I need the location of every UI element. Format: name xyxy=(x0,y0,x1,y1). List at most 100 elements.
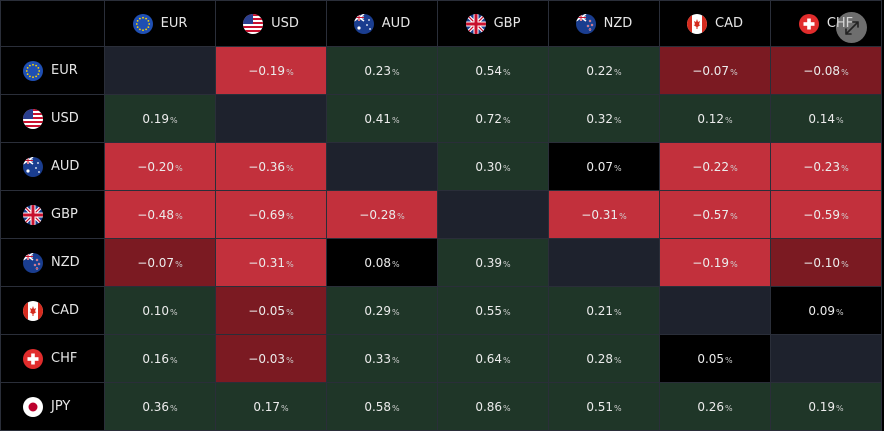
cell-value: 0.26 xyxy=(697,399,725,414)
cell-value: −0.22 xyxy=(692,159,730,174)
empty-cell[interactable] xyxy=(326,142,438,191)
row-header-label: CHF xyxy=(51,351,78,366)
cell-value: 0.16 xyxy=(142,351,170,366)
expand-button[interactable] xyxy=(836,12,867,43)
heatmap-cell[interactable]: 0.30% xyxy=(437,142,549,191)
heatmap-cell[interactable]: 0.17% xyxy=(215,382,327,431)
heatmap-cell[interactable]: 0.36% xyxy=(104,382,216,431)
heatmap-cell[interactable]: 0.28% xyxy=(548,334,660,383)
cell-value: 0.36 xyxy=(142,399,170,414)
column-header-cad[interactable]: CAD xyxy=(659,0,771,47)
us-flag-icon xyxy=(243,13,264,34)
heatmap-cell[interactable]: 0.64% xyxy=(437,334,549,383)
heatmap-cell[interactable]: 0.22% xyxy=(548,46,660,95)
cell-value: 0.58 xyxy=(364,399,392,414)
cell-value: −0.31 xyxy=(581,207,619,222)
heatmap-cell[interactable]: 0.29% xyxy=(326,286,438,335)
empty-cell[interactable] xyxy=(215,94,327,143)
table-row: NZD −0.07% −0.31% 0.08% 0.39% −0.19% −0.10% xyxy=(0,238,882,287)
column-header-usd[interactable]: USD xyxy=(215,0,327,47)
corner-cell xyxy=(0,0,105,47)
cell-value: −0.19 xyxy=(248,63,286,78)
row-header-chf[interactable]: CHF xyxy=(0,334,105,383)
column-header-gbp[interactable]: GBP xyxy=(437,0,549,47)
percent-sign: % xyxy=(392,355,400,365)
heatmap-cell[interactable]: −0.07% xyxy=(104,238,216,287)
cell-value: −0.03 xyxy=(248,351,286,366)
heatmap-cell[interactable]: 0.58% xyxy=(326,382,438,431)
row-header-nzd[interactable]: NZD xyxy=(0,238,105,287)
percent-sign: % xyxy=(175,259,183,269)
row-header-aud[interactable]: AUD xyxy=(0,142,105,191)
cell-value: 0.29 xyxy=(364,303,392,318)
percent-sign: % xyxy=(725,403,733,413)
heatmap-cell[interactable]: 0.21% xyxy=(548,286,660,335)
empty-cell[interactable] xyxy=(437,190,549,239)
heatmap-cell[interactable]: 0.33% xyxy=(326,334,438,383)
heatmap-cell[interactable]: 0.72% xyxy=(437,94,549,143)
row-header-label: NZD xyxy=(51,255,80,270)
heatmap-cell[interactable]: 0.08% xyxy=(326,238,438,287)
percent-sign: % xyxy=(730,163,738,173)
percent-sign: % xyxy=(286,211,294,221)
heatmap-cell[interactable]: 0.55% xyxy=(437,286,549,335)
heatmap-cell[interactable]: −0.20% xyxy=(104,142,216,191)
column-header-label: USD xyxy=(271,16,299,31)
empty-cell[interactable] xyxy=(659,286,771,335)
heatmap-cell[interactable]: −0.28% xyxy=(326,190,438,239)
heatmap-cell[interactable]: −0.31% xyxy=(215,238,327,287)
empty-cell[interactable] xyxy=(104,46,216,95)
heatmap-cell[interactable]: −0.36% xyxy=(215,142,327,191)
percent-sign: % xyxy=(170,307,178,317)
heatmap-cell[interactable]: 0.09% xyxy=(770,286,882,335)
cell-value: 0.21 xyxy=(586,303,614,318)
heatmap-cell[interactable]: 0.12% xyxy=(659,94,771,143)
percent-sign: % xyxy=(503,163,511,173)
column-header-nzd[interactable]: NZD xyxy=(548,0,660,47)
heatmap-cell[interactable]: −0.10% xyxy=(770,238,882,287)
heatmap-cell[interactable]: −0.07% xyxy=(659,46,771,95)
heatmap-cell[interactable]: −0.08% xyxy=(770,46,882,95)
heatmap-cell[interactable]: 0.05% xyxy=(659,334,771,383)
row-header-gbp[interactable]: GBP xyxy=(0,190,105,239)
heatmap-cell[interactable]: 0.14% xyxy=(770,94,882,143)
heatmap-cell[interactable]: −0.05% xyxy=(215,286,327,335)
column-header-eur[interactable]: EUR xyxy=(104,0,216,47)
heatmap-cell[interactable]: 0.16% xyxy=(104,334,216,383)
heatmap-cell[interactable]: −0.23% xyxy=(770,142,882,191)
ca-flag-icon xyxy=(23,300,43,321)
heatmap-cell[interactable]: 0.26% xyxy=(659,382,771,431)
row-header-cad[interactable]: CAD xyxy=(0,286,105,335)
heatmap-cell[interactable]: −0.31% xyxy=(548,190,660,239)
heatmap-cell[interactable]: 0.23% xyxy=(326,46,438,95)
heatmap-cell[interactable]: 0.19% xyxy=(104,94,216,143)
row-header-eur[interactable]: EUR xyxy=(0,46,105,95)
heatmap-cell[interactable]: 0.39% xyxy=(437,238,549,287)
heatmap-cell[interactable]: −0.69% xyxy=(215,190,327,239)
heatmap-cell[interactable]: 0.19% xyxy=(770,382,882,431)
heatmap-cell[interactable]: −0.03% xyxy=(215,334,327,383)
heatmap-cell[interactable]: 0.54% xyxy=(437,46,549,95)
heatmap-cell[interactable]: −0.19% xyxy=(215,46,327,95)
percent-sign: % xyxy=(725,355,733,365)
empty-cell[interactable] xyxy=(770,334,882,383)
heatmap-cell[interactable]: −0.19% xyxy=(659,238,771,287)
cell-value: −0.31 xyxy=(248,255,286,270)
heatmap-cell[interactable]: 0.51% xyxy=(548,382,660,431)
heatmap-cell[interactable]: −0.48% xyxy=(104,190,216,239)
column-header-aud[interactable]: AUD xyxy=(326,0,438,47)
empty-cell[interactable] xyxy=(548,238,660,287)
cell-value: −0.20 xyxy=(137,159,175,174)
heatmap-cell[interactable]: 0.07% xyxy=(548,142,660,191)
heatmap-cell[interactable]: 0.32% xyxy=(548,94,660,143)
row-header-jpy[interactable]: JPY xyxy=(0,382,105,431)
heatmap-cell[interactable]: 0.10% xyxy=(104,286,216,335)
heatmap-cell[interactable]: 0.86% xyxy=(437,382,549,431)
heatmap-cell[interactable]: 0.41% xyxy=(326,94,438,143)
heatmap-cell[interactable]: −0.57% xyxy=(659,190,771,239)
heatmap-cell[interactable]: −0.59% xyxy=(770,190,882,239)
heatmap-cell[interactable]: −0.22% xyxy=(659,142,771,191)
cell-value: −0.28 xyxy=(359,207,397,222)
row-header-usd[interactable]: USD xyxy=(0,94,105,143)
percent-sign: % xyxy=(614,355,622,365)
